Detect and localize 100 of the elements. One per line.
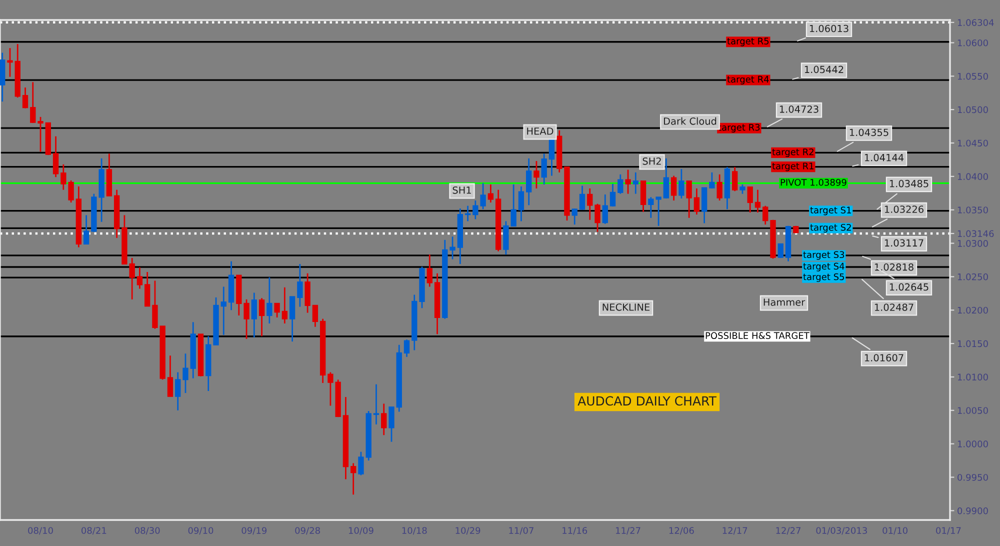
ref-line-label: target R1 (772, 162, 814, 172)
x-tick-label: 11/07 (509, 527, 534, 535)
y-tick-label: 1.0050 (958, 407, 988, 414)
candlestick (579, 185, 586, 211)
candlestick (30, 81, 36, 124)
candlestick (52, 136, 59, 178)
y-tick-label: 1.0350 (958, 206, 988, 214)
annotation: SH2 (642, 157, 661, 165)
candlestick (182, 352, 188, 394)
annotation: 1.06013 (810, 24, 848, 32)
annotation: 1.02645 (890, 283, 928, 291)
ref-line-label: PIVOT 1.03899 (780, 178, 846, 186)
candlestick (175, 372, 181, 412)
x-tick-label: 08/10 (28, 527, 53, 535)
candlestick (358, 451, 364, 476)
candlestick (778, 243, 784, 259)
ref-line-label: target R2 (772, 148, 814, 158)
candlestick (762, 205, 768, 226)
x-tick-label: 11/27 (616, 527, 640, 535)
candlestick (534, 160, 540, 190)
candlestick (587, 188, 593, 221)
candlestick (464, 205, 471, 222)
annotation: 1.04355 (850, 128, 888, 136)
annotation: Hammer (764, 298, 806, 306)
annotation: 1.03117 (884, 239, 924, 247)
y-tick-label: 1.0550 (958, 72, 988, 80)
candlestick (38, 116, 44, 152)
candlestick (68, 180, 74, 204)
candlestick (594, 203, 600, 233)
x-tick-label: 12/06 (669, 527, 694, 535)
annotation: 1.05442 (804, 66, 844, 74)
ref-line-label: POSSIBLE H&S TARGET (706, 332, 810, 339)
candlestick (548, 138, 555, 176)
y-tick-label: 1.0300 (958, 240, 988, 247)
candlestick (274, 302, 280, 318)
candlestick (618, 174, 624, 194)
x-tick-label: 12/17 (722, 527, 748, 535)
x-tick-label: 08/30 (134, 527, 160, 535)
candlestick (60, 164, 66, 190)
candlestick (388, 406, 394, 442)
candlestick (22, 86, 28, 109)
annotation: 1.03226 (884, 206, 924, 213)
x-tick-label: 09/10 (188, 527, 214, 535)
candlestick (282, 286, 288, 324)
x-tick-label: 01/10 (882, 527, 908, 535)
x-tick-label: 12/27 (776, 527, 800, 535)
candlestick (373, 384, 380, 426)
x-tick-label: 08/21 (82, 527, 106, 535)
annotation: 1.02818 (874, 263, 914, 271)
candlestick (518, 186, 524, 222)
annotation: 1.02487 (874, 304, 914, 311)
candlestick (663, 158, 670, 200)
candlestick (83, 214, 90, 245)
y-tick-label: 1.0500 (958, 106, 988, 114)
x-tick-label: 11/16 (562, 527, 588, 535)
candlestick (694, 188, 700, 216)
y-tick-label: 1.0200 (958, 306, 988, 314)
candlestick (258, 297, 265, 337)
candlestick (686, 180, 692, 219)
candlestick (640, 180, 646, 213)
y-tick-label: 0.9900 (958, 507, 988, 514)
candlestick (716, 174, 722, 202)
candlestick (136, 266, 143, 290)
x-tick-label: 09/19 (242, 527, 267, 535)
annotation: 1.01607 (864, 354, 904, 362)
y-tick-label: 1.0600 (958, 39, 988, 46)
annotation: Dark Cloud (664, 117, 716, 125)
candlestick (312, 304, 318, 328)
annotation: SH1 (452, 186, 471, 194)
y-tick-label: 1.0100 (958, 374, 988, 381)
candlestick (244, 298, 250, 340)
candlestick (754, 189, 761, 214)
candlestick (610, 183, 616, 208)
y-tick-label: 1.0250 (958, 273, 988, 280)
annotation: HEAD (527, 128, 554, 135)
y-tick-label: 1.06304 (958, 19, 994, 26)
candlestick (266, 276, 272, 324)
candlestick (220, 286, 226, 336)
candlestick (732, 166, 738, 192)
ref-line-label: target R4 (727, 76, 769, 84)
candlestick (632, 172, 638, 194)
candlestick (670, 175, 677, 202)
candlestick (304, 272, 310, 314)
candlestick (404, 338, 410, 358)
x-tick-label: 10/18 (402, 527, 427, 535)
x-tick-label: 09/28 (295, 527, 320, 535)
y-tick-label: 1.0400 (958, 173, 988, 180)
candlestick (709, 172, 715, 190)
candlestick (701, 187, 708, 224)
candlestick (350, 462, 356, 496)
candlestick (251, 292, 257, 338)
annotation: 1.03485 (890, 180, 928, 188)
candlestick (167, 354, 174, 398)
candlestick (144, 271, 150, 307)
ref-line-label: target R5 (727, 38, 769, 46)
candlestick (450, 236, 456, 260)
candlestick (678, 168, 684, 200)
candlestick (747, 186, 753, 214)
annotation: 1.04723 (780, 106, 818, 113)
y-tick-label: 0.9950 (958, 474, 988, 481)
